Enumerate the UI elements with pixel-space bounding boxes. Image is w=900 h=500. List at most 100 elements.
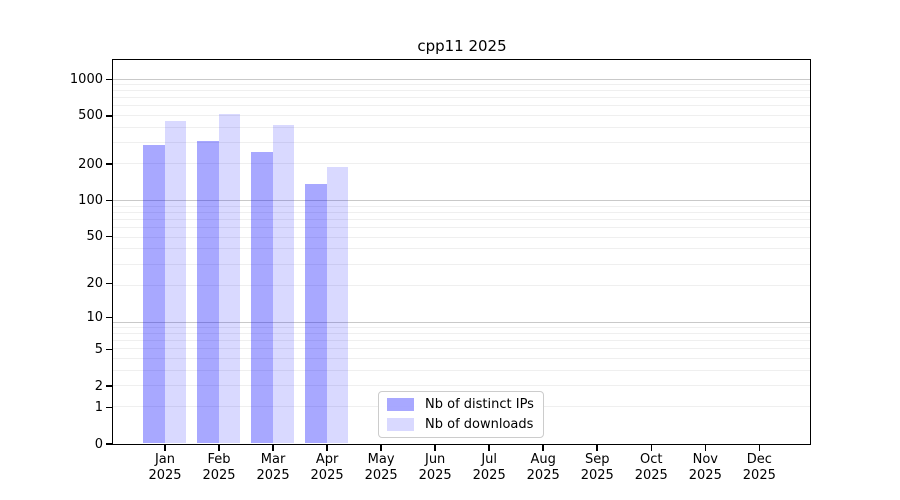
gridline-minor: [113, 236, 810, 238]
gridline-minor: [113, 263, 810, 265]
x-tick: [272, 444, 274, 451]
x-tick-label: Nov 2025: [677, 452, 733, 483]
y-tick: [105, 385, 113, 387]
y-tick: [105, 199, 113, 202]
bar-mar-distinct-ips: [251, 151, 273, 444]
x-tick: [218, 444, 220, 451]
x-tick-label-year: 2025: [580, 467, 614, 483]
gridline-minor: [113, 333, 810, 335]
gridline-minor: [113, 97, 810, 99]
y-tick: [105, 115, 113, 117]
gridline-minor: [113, 327, 810, 329]
bar-jan-downloads: [164, 121, 186, 444]
bar-feb-distinct-ips: [197, 141, 219, 444]
bar-mar-downloads: [272, 124, 295, 444]
gridline-major: [113, 200, 810, 201]
x-tick-label: Oct 2025: [623, 452, 679, 483]
legend-label-downloads: Nb of downloads: [425, 417, 534, 432]
x-tick-label-year: 2025: [526, 467, 560, 483]
x-tick-label-year: 2025: [148, 467, 182, 483]
x-tick-label: Mar 2025: [245, 452, 301, 483]
gridline-minor: [113, 126, 810, 128]
x-tick-label-year: 2025: [418, 467, 452, 483]
x-tick-label-year: 2025: [202, 467, 236, 483]
legend: Nb of distinct IPs Nb of downloads: [378, 391, 544, 438]
y-tick-label: 2: [94, 378, 103, 394]
y-tick-label: 0: [94, 436, 103, 452]
y-tick: [105, 406, 113, 409]
y-tick: [105, 235, 113, 238]
gridline-minor: [113, 348, 810, 350]
x-tick-label-year: 2025: [364, 467, 398, 483]
x-tick: [164, 444, 166, 451]
x-tick: [434, 444, 436, 451]
x-tick-label-year: 2025: [742, 467, 776, 483]
y-tick-label: 50: [86, 229, 103, 245]
chart-title: cpp11 2025: [417, 37, 507, 55]
gridline-major: [113, 78, 810, 80]
gridline-minor: [113, 358, 810, 360]
bar-apr-downloads: [326, 167, 349, 444]
y-tick-label: 1000: [69, 71, 103, 87]
y-tick-label: 10: [86, 309, 103, 325]
y-tick-label: 500: [78, 108, 103, 124]
y-tick-label: 1: [94, 399, 103, 415]
gridline-minor: [113, 163, 810, 165]
x-tick-label-year: 2025: [634, 467, 668, 483]
legend-swatch-downloads: [387, 418, 414, 431]
gridline-minor: [113, 385, 810, 387]
y-tick-label: 5: [94, 341, 103, 357]
x-tick-label: Dec 2025: [731, 452, 787, 483]
x-tick-label: Jan 2025: [137, 452, 193, 483]
gridline-minor: [113, 90, 810, 92]
x-tick-label: Sep 2025: [569, 452, 625, 483]
x-tick: [488, 444, 490, 451]
y-tick: [105, 443, 113, 445]
x-tick: [596, 444, 598, 451]
y-tick: [105, 282, 113, 285]
x-tick-label-year: 2025: [256, 467, 290, 483]
x-tick: [542, 444, 544, 451]
y-tick: [105, 316, 113, 319]
legend-label-distinct-ips: Nb of distinct IPs: [425, 397, 534, 412]
gridline-minor: [113, 211, 810, 213]
legend-row-distinct-ips: Nb of distinct IPs: [379, 396, 543, 413]
x-tick: [704, 444, 707, 451]
gridline-major: [113, 321, 810, 323]
x-tick-label-year: 2025: [472, 467, 506, 483]
x-tick-label: Aug 2025: [515, 452, 571, 483]
y-tick: [105, 163, 113, 165]
bar-jan-distinct-ips: [143, 145, 165, 444]
gridline-minor: [113, 142, 810, 144]
gridline-minor: [113, 226, 810, 228]
x-tick-label: Feb 2025: [191, 452, 247, 483]
gridline-minor: [113, 105, 810, 107]
y-tick: [105, 78, 113, 81]
gridline-minor: [113, 115, 810, 117]
legend-swatch-distinct-ips: [387, 398, 414, 411]
gridline-minor: [113, 340, 810, 342]
bar-apr-distinct-ips: [305, 183, 327, 444]
x-tick-label: Jun 2025: [407, 452, 463, 483]
x-tick-label: Jul 2025: [461, 452, 517, 483]
gridline-minor: [113, 284, 810, 286]
x-tick-label-year: 2025: [310, 467, 344, 483]
y-tick-label: 100: [78, 192, 103, 208]
plot-area: [112, 58, 811, 445]
x-tick-label-year: 2025: [688, 467, 722, 483]
legend-row-downloads: Nb of downloads: [379, 416, 543, 433]
y-tick-label: 200: [78, 156, 103, 172]
bar-feb-downloads: [218, 114, 241, 444]
gridline-minor: [113, 84, 810, 86]
gridline-minor: [113, 369, 810, 371]
gridline-minor: [113, 205, 810, 207]
x-tick: [380, 444, 382, 451]
y-tick: [105, 348, 113, 351]
y-tick-label: 20: [86, 275, 103, 291]
x-tick-label: Apr 2025: [299, 452, 355, 483]
x-tick: [758, 444, 761, 451]
x-tick: [650, 444, 653, 451]
gridline-minor: [113, 248, 810, 250]
gridline-minor: [113, 218, 810, 220]
